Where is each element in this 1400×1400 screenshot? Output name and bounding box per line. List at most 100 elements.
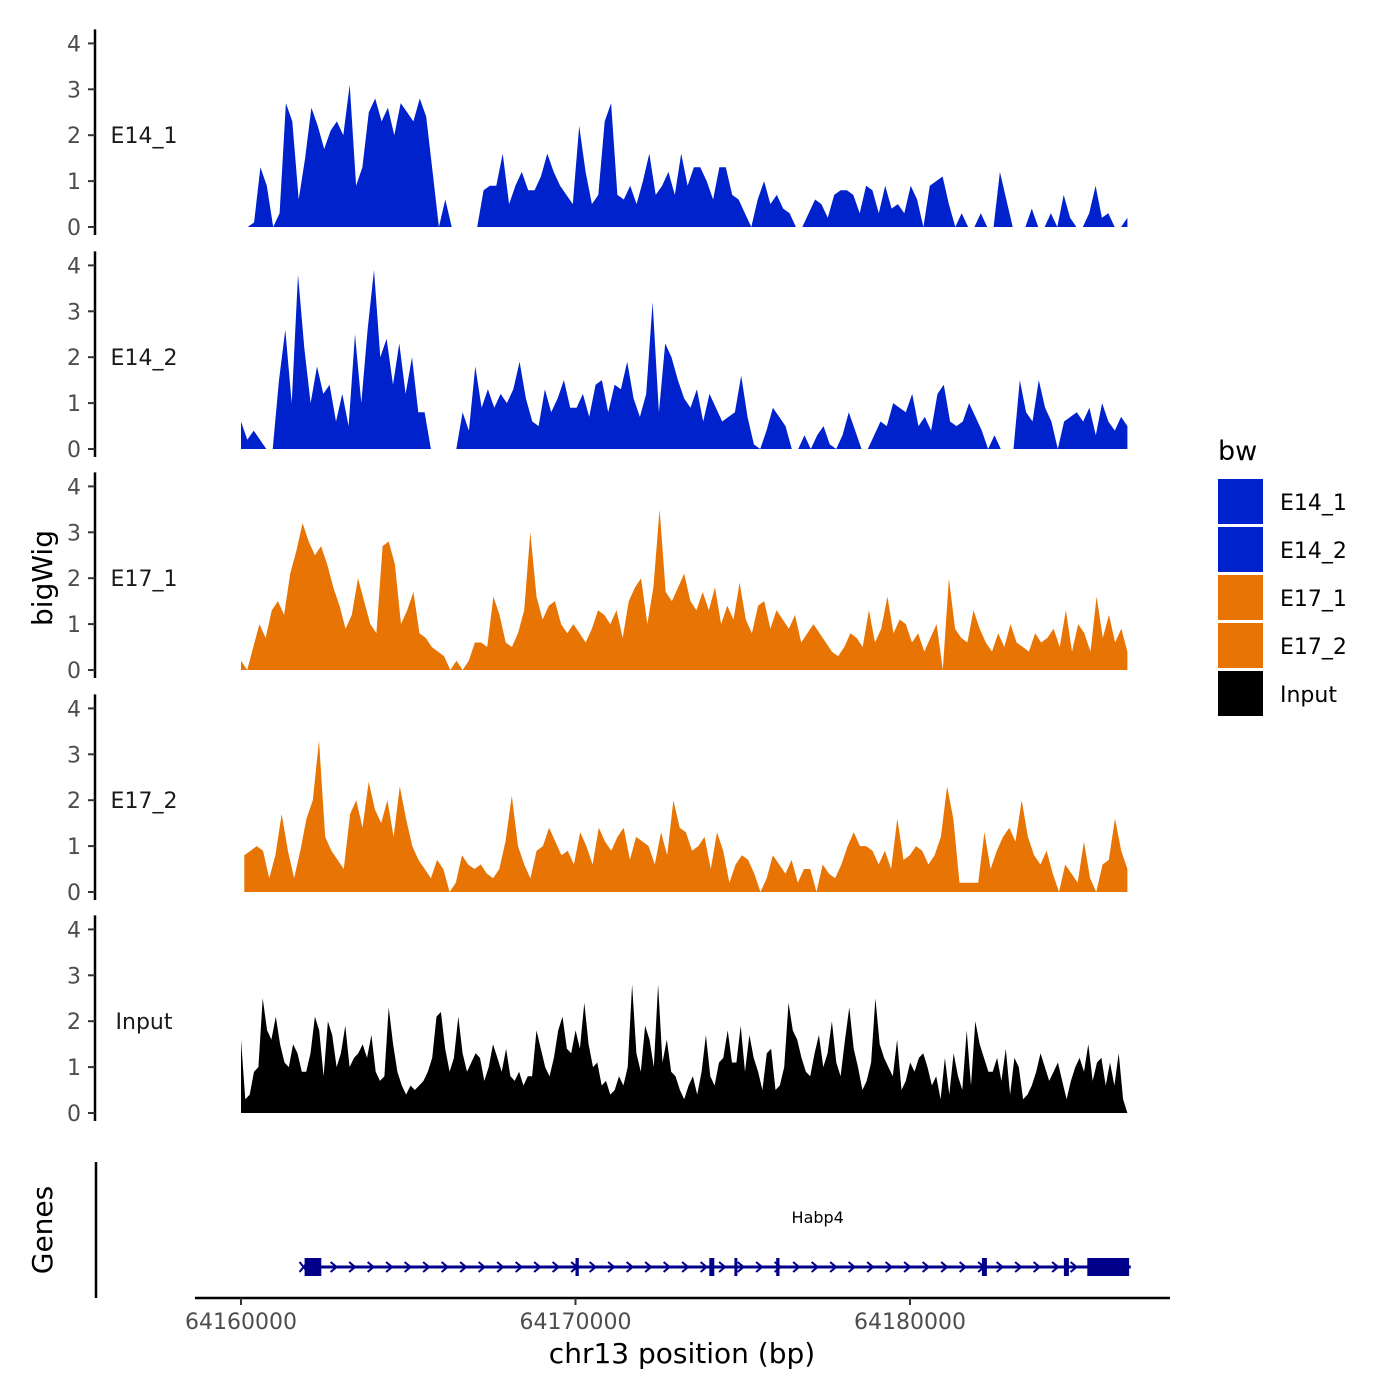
signal-area-E17_1 [241,509,1128,670]
strand-arrow [459,1261,468,1273]
strand-arrow [995,1261,1005,1273]
y-tick-label: 3 [67,964,81,989]
strand-arrow [496,1261,505,1273]
strand-arrow [903,1261,912,1273]
y-tick-label: 4 [67,254,81,279]
strand-arrow [662,1261,672,1273]
legend: bw E14_1 E14_2 E17_1 E17_2 Input [1218,436,1347,716]
legend-key [1218,479,1263,524]
gene-exon [575,1258,579,1276]
y-tick-label: 2 [67,1010,81,1035]
legend-title: bw [1218,436,1257,467]
track-label: E17_1 [111,567,178,592]
legend-key [1218,575,1263,620]
signal-area-E17_2 [244,740,1128,892]
y-tick-label: 1 [67,835,81,860]
strand-arrow [385,1261,394,1273]
legend-label: Input [1280,683,1337,708]
y-tick-label: 3 [67,521,81,546]
y-tick-label: 0 [67,659,81,684]
y-tick-label: 3 [67,300,81,325]
y-axis-title: bigWig [26,530,59,626]
legend-key [1218,671,1263,716]
y-tick-label: 4 [67,475,81,500]
strand-arrow [1051,1261,1060,1273]
gene-exon [1087,1258,1130,1276]
y-tick-label: 2 [67,567,81,592]
gene-exon [776,1258,780,1276]
y-tick-label: 1 [67,613,81,638]
strand-arrow [607,1261,616,1273]
gene-exon [1063,1258,1069,1276]
strand-arrow [1032,1261,1042,1273]
track-label: Input [116,1010,173,1035]
strand-arrow [329,1261,339,1273]
track-label: E14_2 [111,346,178,371]
strand-arrow [866,1261,875,1273]
strand-arrow [403,1261,413,1273]
track-label: E17_2 [111,789,178,814]
y-tick-label: 3 [67,743,81,768]
strand-arrow [477,1261,487,1273]
track-input: 0 1 2 3 4 Input [67,915,1128,1127]
strand-arrow [440,1261,450,1273]
strand-arrow [792,1261,801,1273]
y-tick-label: 0 [67,216,81,241]
strand-arrow [847,1261,857,1273]
gene-exon [981,1258,987,1276]
track-e17-1: 0 1 2 3 4 E17_1 [67,472,1128,684]
strand-arrow [699,1261,709,1273]
y-tick-label: 1 [67,1056,81,1081]
track-e14-2: 0 1 2 3 4 E14_2 [67,251,1128,463]
y-tick-label: 2 [67,789,81,814]
legend-label: E14_2 [1280,539,1347,564]
y-tick-label: 1 [67,392,81,417]
y-tick-label: 4 [67,32,81,57]
y-tick-label: 4 [67,697,81,722]
strand-arrow [533,1261,542,1273]
strand-arrow [366,1261,376,1273]
strand-arrow [736,1261,746,1273]
y-tick-label: 4 [67,918,81,943]
legend-label: E17_1 [1280,587,1347,612]
strand-arrow [940,1261,949,1273]
strand-arrow [514,1261,524,1273]
y-tick-label: 1 [67,170,81,195]
y-tick-label: 3 [67,78,81,103]
legend-key [1218,527,1263,572]
track-label: E14_1 [111,124,178,149]
gene-model: Habp4 [298,1208,1131,1276]
signal-area-E14_1 [247,84,1128,227]
strand-arrow [958,1261,968,1273]
gene-exon [734,1258,738,1276]
x-tick-label: 64170000 [520,1310,632,1335]
y-tick-label: 0 [67,881,81,906]
gene-name-label: Habp4 [792,1208,844,1227]
legend-label: E14_1 [1280,491,1347,516]
strand-arrow [588,1261,598,1273]
gene-exon [304,1258,322,1276]
strand-arrow [810,1261,820,1273]
strand-arrow [348,1261,357,1273]
y-tick-label: 2 [67,124,81,149]
y-tick-label: 2 [67,346,81,371]
strand-arrow [551,1261,561,1273]
strand-arrow [755,1261,764,1273]
strand-arrow [829,1261,838,1273]
gene-panel: Genes Habp4 [26,1162,1131,1298]
track-e17-2: 0 1 2 3 4 E17_2 [67,694,1128,906]
signal-area-E14_2 [241,270,1128,449]
strand-arrow [644,1261,653,1273]
x-tick-label: 64160000 [185,1310,297,1335]
legend-label: E17_2 [1280,635,1347,660]
signal-area-Input [241,984,1128,1113]
legend-key [1218,623,1263,668]
strand-arrow [422,1261,431,1273]
y-tick-label: 0 [67,1102,81,1127]
x-tick-label: 64180000 [854,1310,966,1335]
strand-arrow [1014,1261,1023,1273]
strand-arrow [921,1261,931,1273]
x-axis-title: chr13 position (bp) [549,1337,815,1370]
strand-arrow [625,1261,635,1273]
